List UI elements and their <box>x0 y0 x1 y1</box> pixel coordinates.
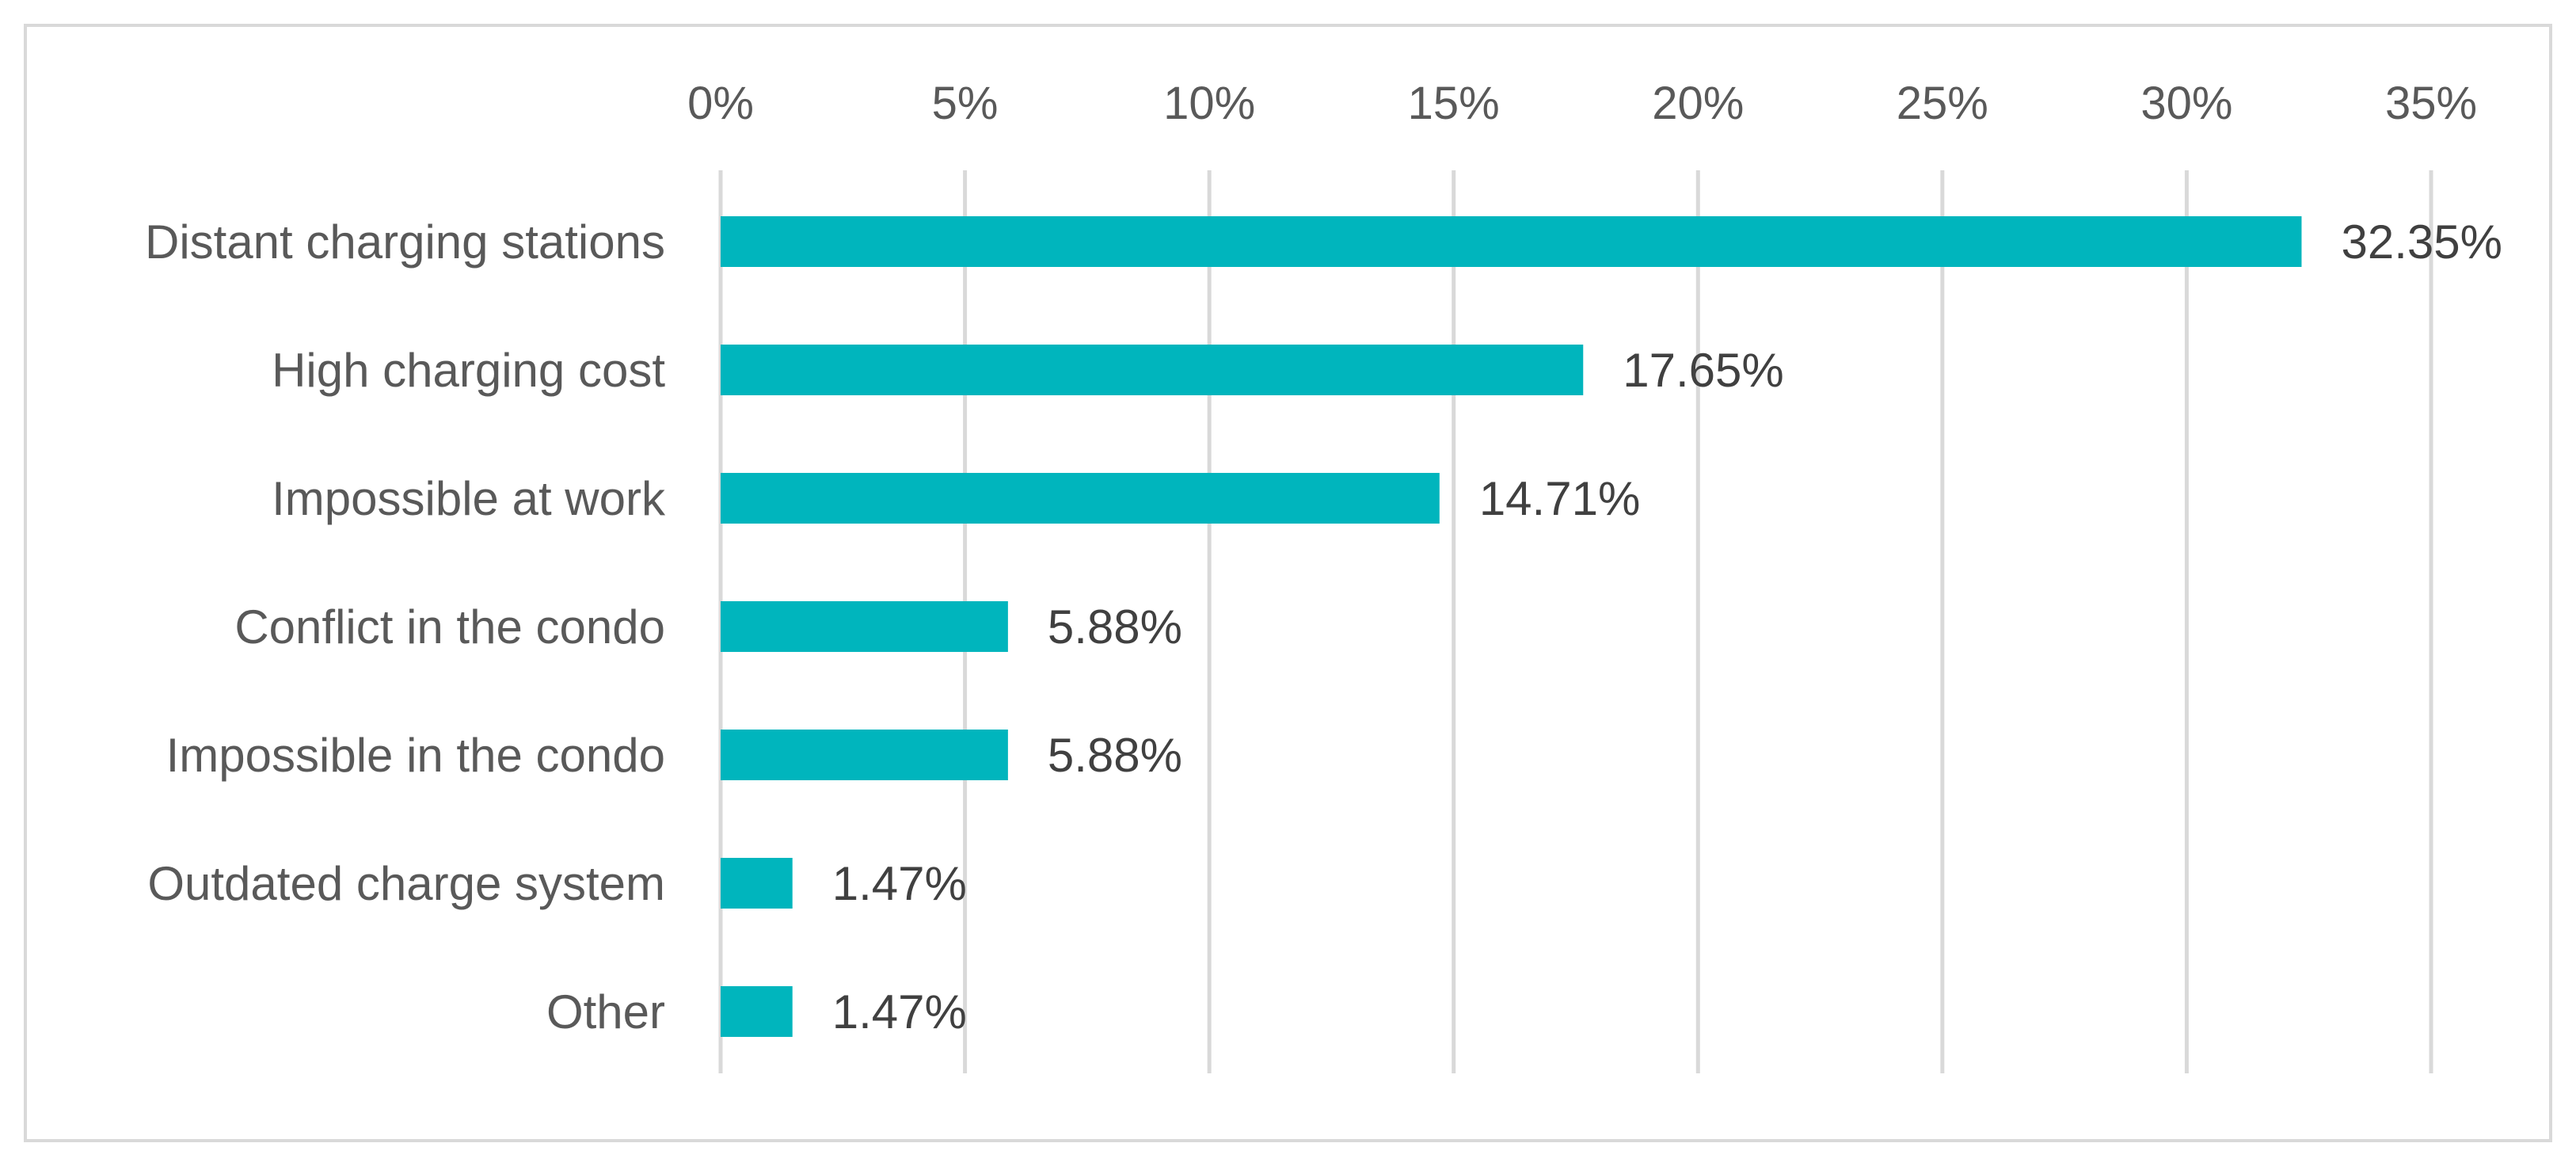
category-label: Impossible at work <box>272 472 666 525</box>
x-tick-label: 25% <box>1897 78 1988 129</box>
bar <box>721 601 1008 652</box>
x-tick-label: 0% <box>687 78 754 129</box>
data-label: 5.88% <box>1048 600 1182 653</box>
x-tick-label: 15% <box>1408 78 1500 129</box>
category-labels: Distant charging stations High charging c… <box>145 215 666 1038</box>
x-tick-label: 30% <box>2140 78 2232 129</box>
bar <box>721 858 793 909</box>
data-label: 17.65% <box>1623 344 1784 397</box>
x-tick-label: 5% <box>932 78 999 129</box>
bar <box>721 216 2302 267</box>
data-label: 1.47% <box>832 985 967 1038</box>
x-tick-label: 10% <box>1163 78 1255 129</box>
data-label: 5.88% <box>1048 729 1182 782</box>
category-label: Impossible in the condo <box>166 729 665 782</box>
bar <box>721 730 1008 780</box>
category-label: Distant charging stations <box>145 215 665 269</box>
category-label: Other <box>546 985 665 1038</box>
gridlines <box>718 170 2433 1073</box>
category-label: Conflict in the condo <box>234 600 665 653</box>
data-label: 32.35% <box>2341 215 2502 269</box>
chart-frame <box>24 24 2552 1142</box>
category-label: Outdated charge system <box>147 857 665 910</box>
bar <box>721 986 793 1037</box>
data-labels: 32.35% 17.65% 14.71% 5.88% 5.88% 1.47% 1.47% <box>832 215 2502 1038</box>
category-label: High charging cost <box>272 344 665 397</box>
data-label: 14.71% <box>1479 472 1641 525</box>
x-axis-ticks: 0% 5% 10% 15% 20% 25% 30% 35% <box>687 78 2477 129</box>
data-label: 1.47% <box>832 857 967 910</box>
x-tick-label: 35% <box>2385 78 2477 129</box>
x-tick-label: 20% <box>1652 78 1744 129</box>
bar <box>721 345 1584 395</box>
bars <box>721 216 2302 1037</box>
bar <box>721 473 1440 524</box>
